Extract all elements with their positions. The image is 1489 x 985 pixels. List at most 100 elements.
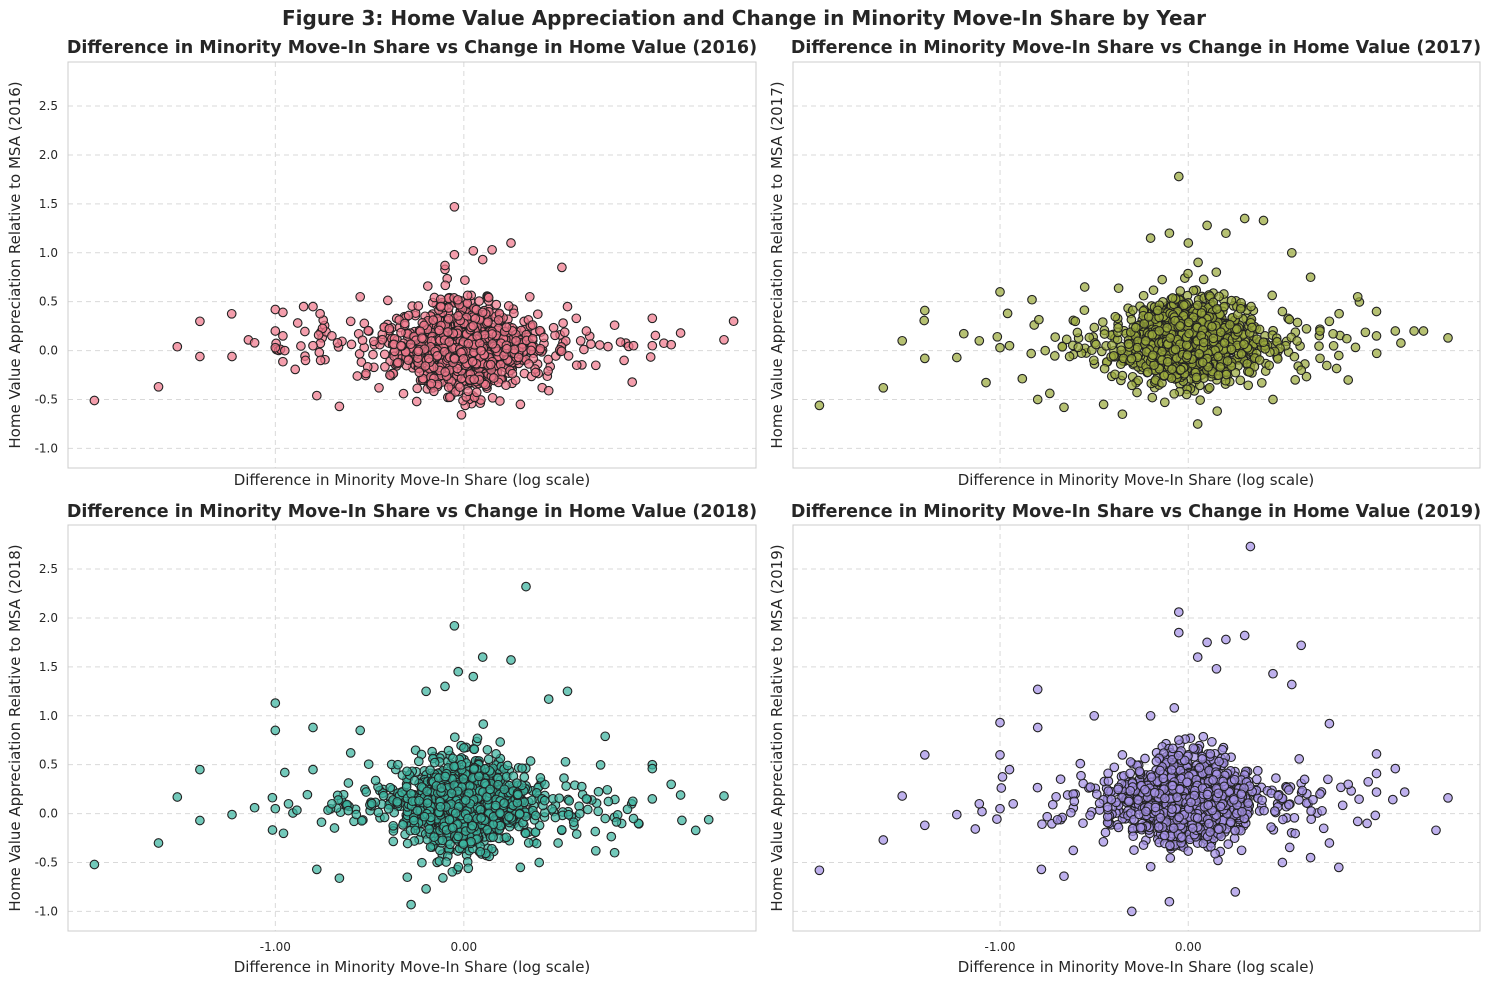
data-point — [1152, 305, 1163, 316]
data-point — [449, 620, 460, 631]
data-point — [432, 351, 443, 361]
data-point — [445, 839, 455, 850]
data-point — [315, 308, 325, 319]
data-point — [1214, 291, 1224, 302]
data-point — [477, 652, 488, 662]
data-point — [469, 744, 480, 755]
data-point — [556, 346, 567, 357]
data-point — [645, 352, 656, 362]
data-point — [526, 345, 536, 356]
data-point — [409, 775, 420, 786]
y-axis-label: Home Value Appreciation Relative to MSA … — [768, 81, 786, 448]
data-point — [308, 722, 318, 733]
data-point — [1208, 333, 1219, 344]
data-point — [1343, 375, 1354, 385]
data-point — [346, 339, 357, 350]
data-point — [279, 767, 290, 778]
data-point — [974, 335, 985, 346]
data-point — [951, 352, 962, 363]
x-tick-label: 0.00 — [1175, 940, 1202, 954]
data-point — [603, 341, 613, 352]
data-point — [300, 326, 310, 337]
data-point — [1113, 322, 1123, 333]
data-point — [501, 322, 512, 333]
data-point — [1289, 351, 1300, 362]
data-point — [503, 301, 514, 311]
data-point — [1064, 351, 1075, 362]
data-point — [361, 368, 371, 379]
data-point — [483, 292, 494, 303]
data-point — [1246, 301, 1256, 312]
data-point — [298, 301, 309, 312]
data-point — [343, 805, 354, 816]
data-point — [443, 313, 454, 324]
data-point — [485, 359, 496, 370]
data-point — [1196, 308, 1207, 318]
data-point — [1314, 341, 1324, 351]
x-axis-label: Difference in Minority Move-In Share (lo… — [234, 958, 591, 976]
data-point — [402, 838, 413, 849]
data-point — [443, 745, 454, 756]
data-point — [402, 766, 412, 777]
data-point — [422, 281, 433, 291]
data-point — [278, 356, 288, 367]
data-point — [435, 801, 446, 812]
data-point — [453, 862, 464, 872]
data-point — [474, 296, 485, 306]
data-point — [332, 338, 343, 348]
data-point — [1098, 399, 1109, 410]
data-point — [345, 316, 356, 327]
data-point — [501, 343, 512, 354]
data-point — [1165, 333, 1176, 343]
data-point — [571, 360, 582, 371]
data-point — [513, 789, 523, 800]
data-point — [368, 336, 379, 347]
data-point — [560, 756, 571, 767]
data-point — [575, 335, 586, 346]
data-point — [1073, 342, 1084, 353]
data-point — [1079, 282, 1090, 292]
data-point — [270, 803, 281, 814]
data-point — [719, 791, 729, 801]
data-point — [1252, 765, 1263, 776]
data-point — [1198, 731, 1209, 742]
y-tick-label: 0.0 — [39, 344, 58, 358]
data-point — [355, 725, 366, 736]
data-point — [507, 368, 518, 379]
data-point — [413, 756, 424, 767]
data-point — [1183, 238, 1194, 248]
data-point — [1213, 351, 1224, 362]
data-point — [423, 353, 434, 364]
data-point — [469, 374, 480, 385]
data-point — [1315, 326, 1325, 336]
data-point — [491, 749, 501, 759]
data-point — [568, 817, 579, 828]
data-point — [396, 327, 406, 338]
data-point — [1258, 337, 1269, 348]
data-point — [535, 773, 546, 783]
data-point — [493, 315, 504, 325]
data-point — [1236, 349, 1247, 359]
panel-title: Difference in Minority Move-In Share vs … — [791, 502, 1481, 522]
data-point — [361, 787, 372, 797]
data-point — [278, 307, 288, 318]
data-point — [172, 341, 183, 352]
data-point — [483, 754, 494, 765]
data-point — [1167, 743, 1178, 754]
panel-title: Difference in Minority Move-In Share vs … — [67, 38, 757, 58]
data-point — [195, 815, 205, 826]
data-point — [1195, 395, 1206, 405]
data-point — [647, 763, 658, 774]
data-point — [460, 275, 470, 286]
data-point — [463, 813, 473, 824]
data-point — [392, 797, 403, 807]
data-point — [593, 786, 604, 797]
data-point — [153, 838, 164, 848]
data-point — [1290, 375, 1301, 385]
data-point — [405, 339, 416, 350]
data-point — [1225, 319, 1235, 330]
data-point — [469, 764, 479, 774]
data-point — [677, 815, 687, 826]
data-point — [1244, 367, 1255, 377]
data-point — [1034, 314, 1044, 325]
